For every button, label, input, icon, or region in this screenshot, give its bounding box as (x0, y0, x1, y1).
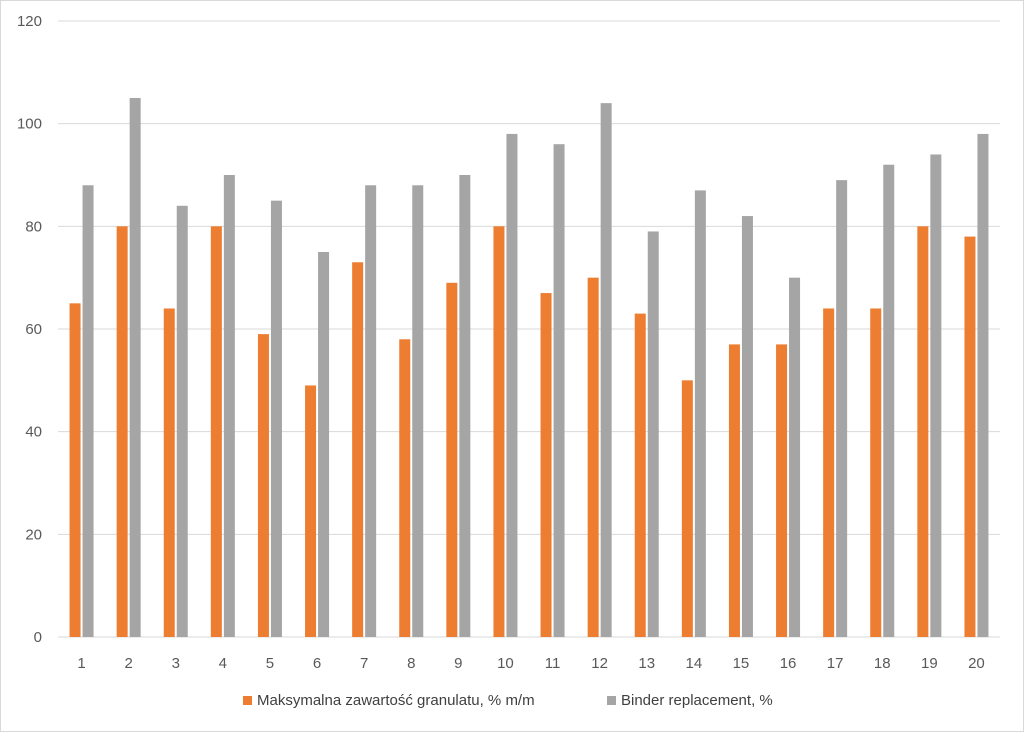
bar-series2-cat-20 (977, 133, 989, 637)
bar-series2-cat-7 (365, 185, 377, 637)
x-tick-label: 7 (360, 655, 368, 672)
x-tick-label: 20 (968, 655, 985, 672)
bar-series2-cat-1 (82, 185, 94, 637)
bar-series1-cat-12 (587, 277, 599, 637)
bar-series2-cat-8 (412, 185, 424, 637)
x-tick-label: 3 (172, 655, 180, 672)
bar-series2-cat-9 (459, 175, 471, 637)
legend-label-2: Binder replacement, % (621, 692, 773, 709)
bar-series1-cat-5 (257, 334, 269, 637)
bar-series1-cat-17 (823, 308, 835, 637)
x-tick-label: 14 (686, 655, 703, 672)
x-tick-label: 6 (313, 655, 321, 672)
bars (69, 98, 989, 638)
x-tick-label: 9 (454, 655, 462, 672)
bar-series1-cat-1 (69, 303, 81, 637)
bar-series2-cat-18 (883, 164, 895, 637)
y-axis-ticks: 0 20 40 60 80 100 120 (17, 13, 42, 646)
x-tick-label: 5 (266, 655, 274, 672)
x-tick-label: 8 (407, 655, 415, 672)
bar-series1-cat-14 (681, 380, 693, 637)
bar-series1-cat-15 (728, 344, 740, 637)
bar-series1-cat-19 (917, 226, 929, 638)
x-tick-label: 19 (921, 655, 938, 672)
bar-series1-cat-18 (870, 308, 882, 637)
bar-series1-cat-16 (776, 344, 788, 637)
y-tick-label: 120 (17, 13, 42, 30)
y-tick-label: 20 (25, 526, 42, 543)
bar-series2-cat-2 (129, 98, 141, 637)
bar-series1-cat-11 (540, 293, 552, 637)
y-tick-label: 0 (34, 629, 42, 646)
bar-series2-cat-12 (600, 103, 612, 638)
legend-label-1: Maksymalna zawartość granulatu, % m/m (257, 692, 535, 709)
bar-series1-cat-10 (493, 226, 505, 638)
bar-series1-cat-7 (352, 262, 364, 637)
bar-series2-cat-11 (553, 144, 565, 637)
bar-series1-cat-2 (116, 226, 128, 638)
bar-series2-cat-15 (741, 216, 753, 638)
y-tick-label: 80 (25, 218, 42, 235)
x-tick-label: 18 (874, 655, 891, 672)
bar-series2-cat-17 (836, 180, 848, 637)
gridlines (58, 20, 1000, 638)
x-tick-label: 12 (591, 655, 608, 672)
bar-series2-cat-14 (694, 190, 706, 637)
bar-series1-cat-6 (305, 385, 317, 637)
bar-series1-cat-20 (964, 236, 976, 637)
bar-series1-cat-8 (399, 339, 411, 637)
bar-series1-cat-9 (446, 282, 458, 637)
bar-series2-cat-4 (223, 175, 235, 637)
bar-series1-cat-4 (210, 226, 222, 638)
x-tick-label: 15 (733, 655, 750, 672)
bar-series1-cat-13 (634, 313, 646, 637)
legend-swatch-2 (607, 696, 616, 705)
x-tick-label: 13 (638, 655, 655, 672)
y-tick-label: 40 (25, 424, 42, 441)
legend: Maksymalna zawartość granulatu, % m/m Bin… (243, 692, 773, 709)
bar-series2-cat-3 (176, 205, 188, 638)
bar-series2-cat-16 (789, 277, 801, 637)
x-tick-label: 17 (827, 655, 844, 672)
x-tick-label: 16 (780, 655, 797, 672)
legend-swatch-1 (243, 696, 252, 705)
bar-series2-cat-5 (270, 200, 282, 637)
bar-series2-cat-10 (506, 133, 518, 637)
x-axis-ticks: 1 2 3 4 5 6 7 8 9 10 11 12 13 14 15 16 17 18 19 20 (77, 655, 984, 672)
bar-series2-cat-13 (647, 231, 659, 637)
x-tick-label: 2 (124, 655, 132, 672)
x-tick-label: 10 (497, 655, 514, 672)
bar-series1-cat-3 (163, 308, 175, 637)
x-tick-label: 11 (545, 655, 561, 672)
y-tick-label: 100 (17, 116, 42, 133)
x-tick-label: 1 (77, 655, 85, 672)
bar-series2-cat-6 (318, 252, 330, 637)
y-tick-label: 60 (25, 321, 42, 338)
bar-series2-cat-19 (930, 154, 942, 637)
x-tick-label: 4 (219, 655, 227, 672)
